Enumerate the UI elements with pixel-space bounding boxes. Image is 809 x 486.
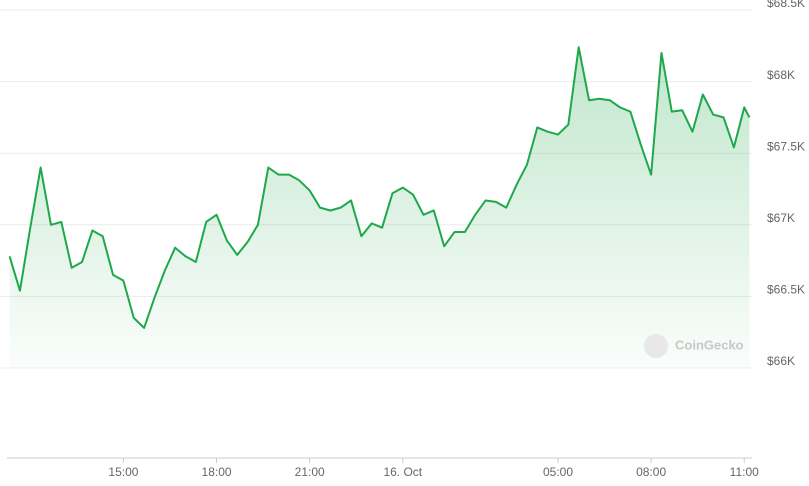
y-tick-label: $67.5K xyxy=(767,139,805,153)
plot xyxy=(8,46,751,368)
area xyxy=(9,47,750,368)
watermark-logo xyxy=(644,334,668,358)
x-tick-label: 11:00 xyxy=(730,465,759,479)
y-tick-label: $68K xyxy=(767,68,795,82)
y-tick-label: $66K xyxy=(767,354,795,368)
x-tick-label: 21:00 xyxy=(295,465,325,479)
x-tick-label: 18:00 xyxy=(202,465,232,479)
x-tick-label: 08:00 xyxy=(636,465,666,479)
watermark: CoinGecko xyxy=(675,337,744,352)
x-tick-label: 16. Oct xyxy=(383,465,422,479)
x-tick-label: 15:00 xyxy=(108,465,138,479)
y-tick-label: $68.5K xyxy=(767,0,805,10)
y-tick-label: $66.5K xyxy=(767,283,805,297)
x-tick-label: 05:00 xyxy=(543,465,573,479)
y-tick-label: $67K xyxy=(767,211,795,225)
price-line xyxy=(8,46,751,329)
